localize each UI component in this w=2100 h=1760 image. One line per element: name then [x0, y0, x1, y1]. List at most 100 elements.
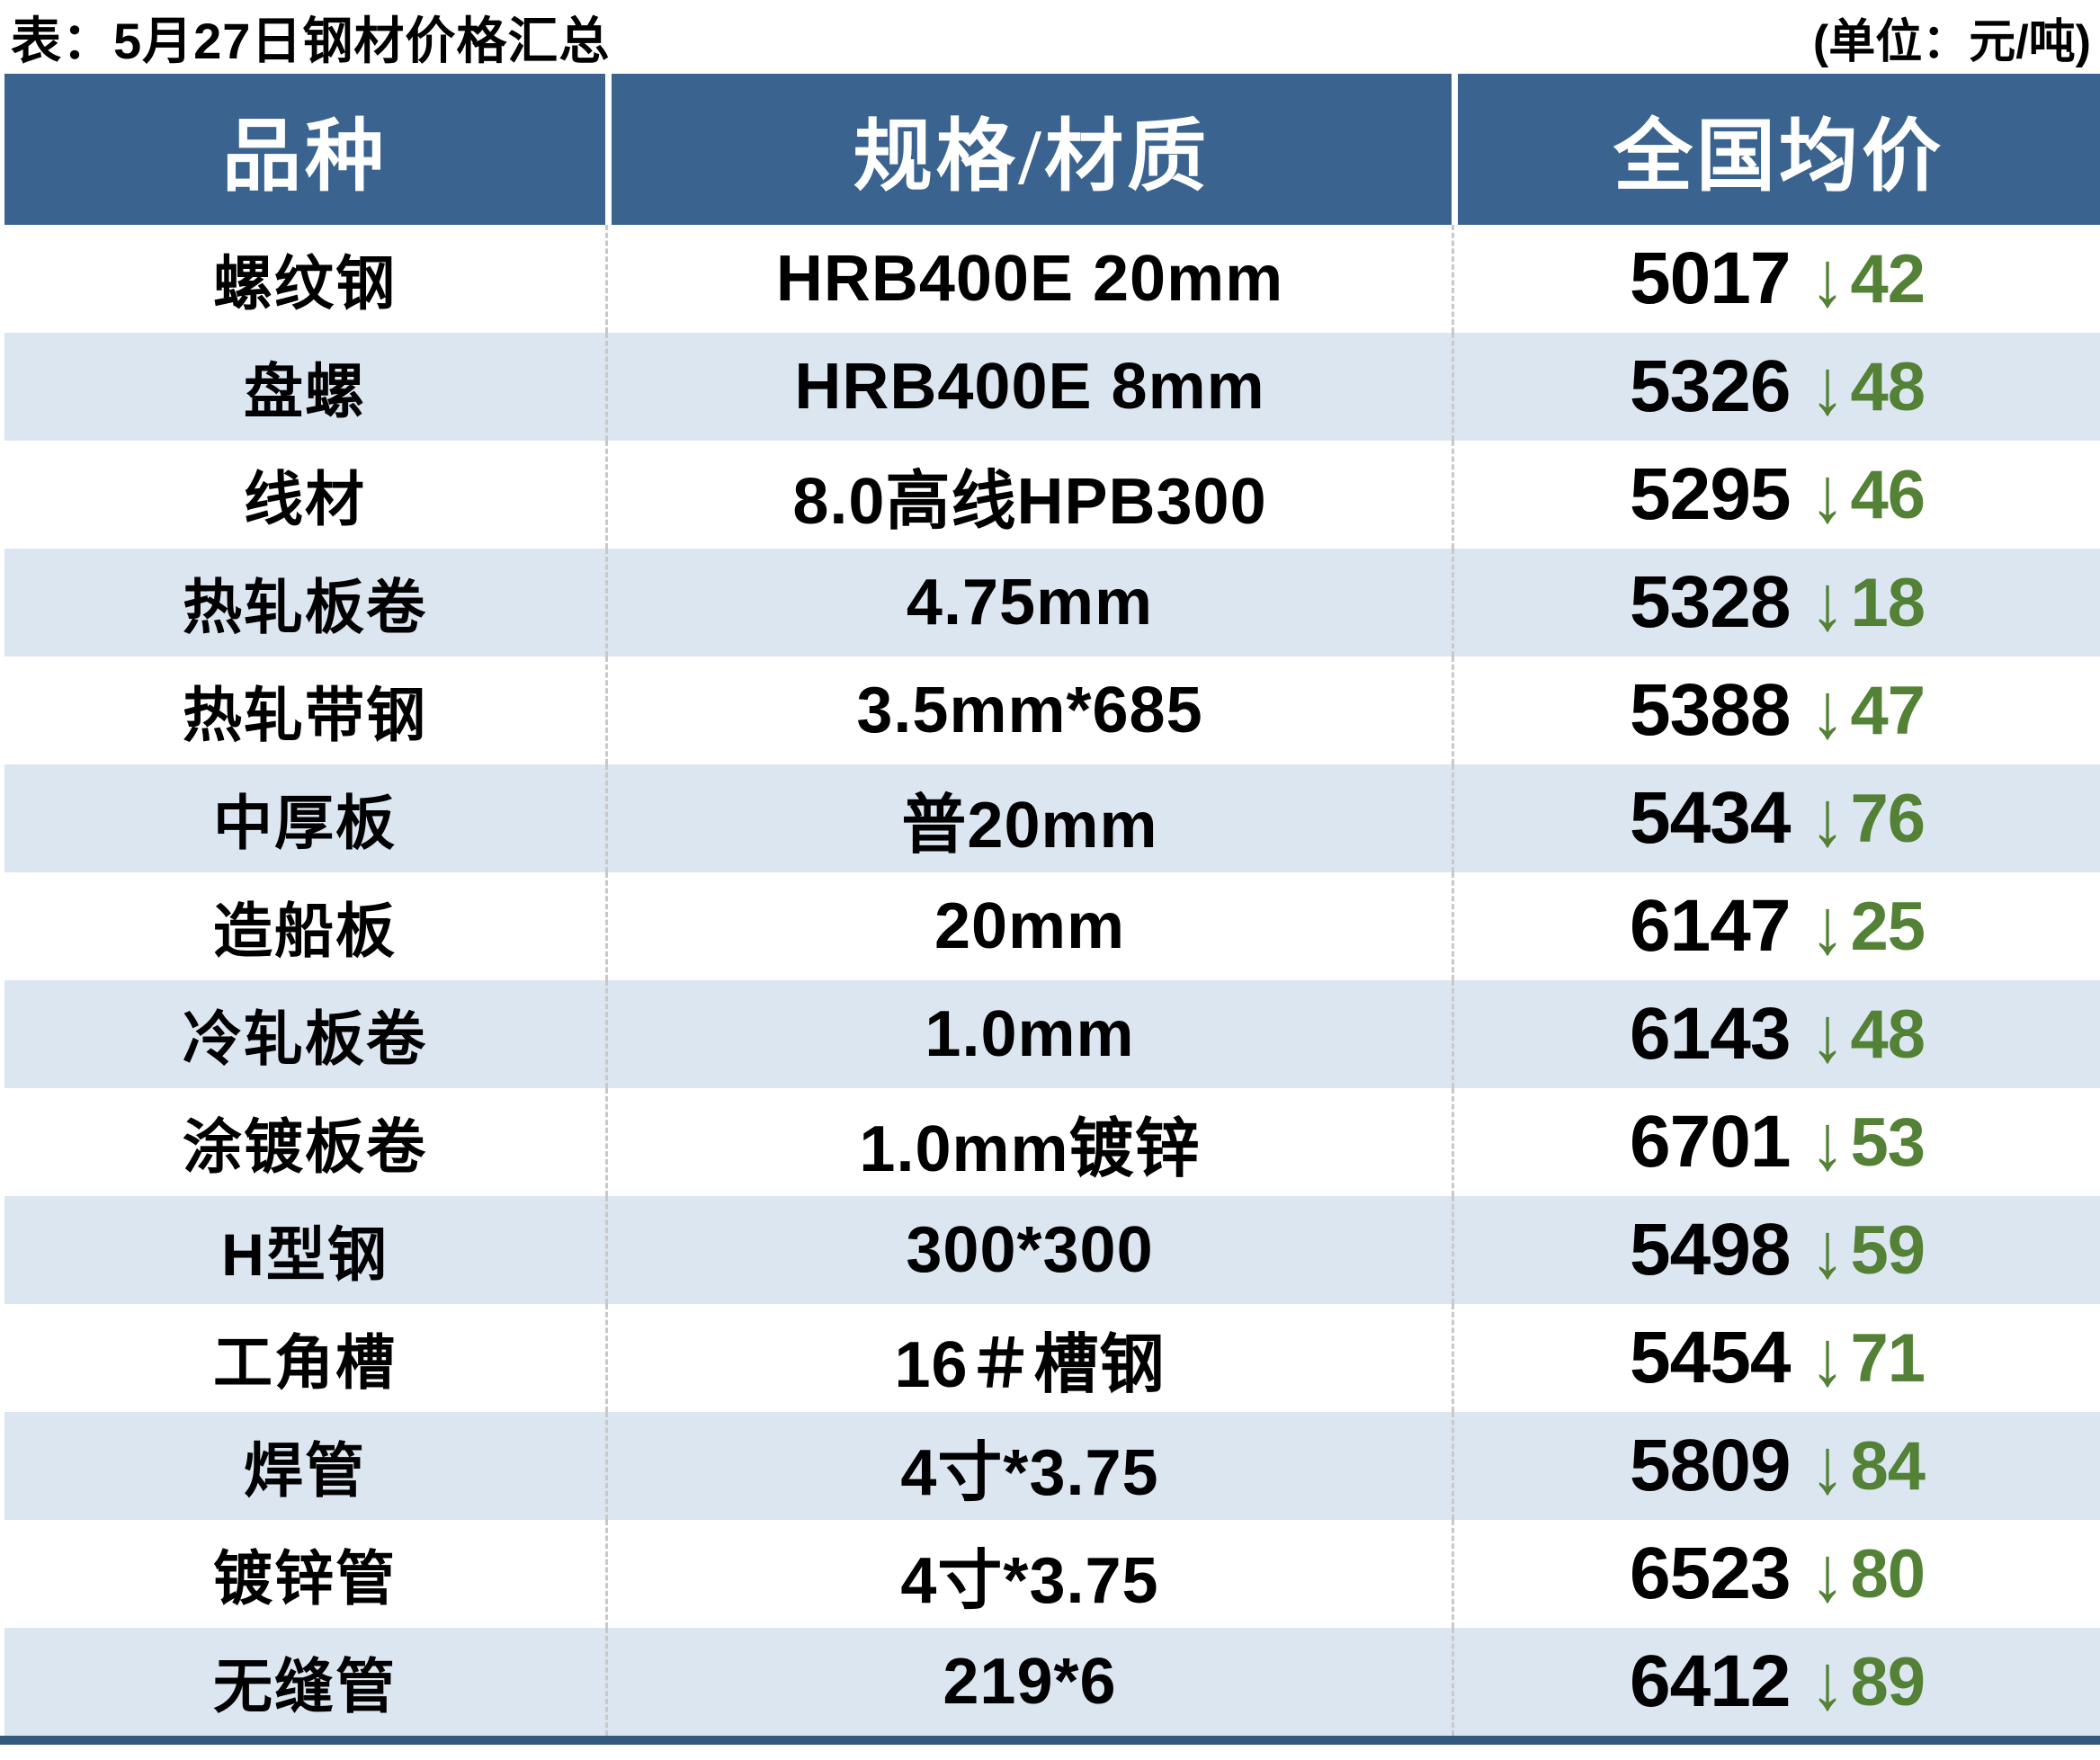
price-value: 6147 — [1630, 885, 1791, 967]
spec-cell: 8.0高线HPB300 — [605, 441, 1452, 549]
change-value: 76 — [1850, 780, 1926, 857]
spec-cell: 300*300 — [605, 1196, 1452, 1304]
spec-cell: 4.75mm — [605, 549, 1452, 657]
down-arrow-icon: ↓ — [1810, 1637, 1845, 1726]
spec-cell: 3.5mm*685 — [605, 657, 1452, 764]
down-arrow-icon: ↓ — [1810, 1097, 1845, 1186]
column-header-spec: 规格/材质 — [605, 74, 1452, 225]
down-arrow-icon: ↓ — [1810, 989, 1845, 1078]
price-cell: 5454 ↓ 71 — [1452, 1304, 2100, 1412]
spec-cell: HRB400E 20mm — [605, 225, 1452, 333]
variety-cell: 热轧带钢 — [183, 682, 427, 748]
price-value: 6523 — [1630, 1532, 1791, 1614]
price-value: 5434 — [1630, 777, 1791, 859]
price-value: 5326 — [1630, 345, 1791, 427]
table-row: 涂镀板卷 1.0mm镀锌 6701 ↓ 53 — [4, 1088, 2100, 1196]
down-arrow-icon: ↓ — [1810, 234, 1845, 323]
price-cell: 6147 ↓ 25 — [1452, 872, 2100, 980]
table-row: 镀锌管 4寸*3.75 6523 ↓ 80 — [4, 1520, 2100, 1628]
down-arrow-icon: ↓ — [1810, 666, 1845, 755]
variety-cell: 中厚板 — [213, 790, 397, 856]
price-value: 5295 — [1630, 453, 1791, 535]
variety-cell: 造船板 — [213, 898, 397, 964]
price-value: 5498 — [1630, 1209, 1791, 1291]
page-title: 表：5月27日钢材价格汇总 — [11, 12, 611, 69]
table-row: 中厚板 普20mm 5434 ↓ 76 — [4, 764, 2100, 872]
table-row: 盘螺 HRB400E 8mm 5326 ↓ 48 — [4, 333, 2100, 441]
steel-price-table: 品种 规格/材质 全国均价 螺纹钢 HRB400E 20mm 5017 ↓ 42 盘… — [4, 74, 2100, 1736]
change-value: 18 — [1850, 564, 1926, 641]
table-row: 无缝管 219*6 6412 ↓ 89 — [4, 1628, 2100, 1736]
variety-cell: 工角槽 — [213, 1329, 397, 1396]
spec-cell: 219*6 — [605, 1628, 1452, 1736]
price-cell: 5809 ↓ 84 — [1452, 1412, 2100, 1520]
price-value: 5328 — [1630, 561, 1791, 643]
price-value: 5454 — [1630, 1317, 1791, 1398]
price-value: 6143 — [1630, 993, 1791, 1075]
spec-cell: HRB400E 8mm — [605, 333, 1452, 441]
change-value: 48 — [1850, 996, 1926, 1073]
down-arrow-icon: ↓ — [1810, 773, 1845, 862]
variety-cell: 镀锌管 — [213, 1545, 397, 1612]
title-bar: 表：5月27日钢材价格汇总 (单位：元/吨) — [0, 0, 2100, 74]
price-cell: 6523 ↓ 80 — [1452, 1520, 2100, 1628]
variety-cell: H型钢 — [221, 1221, 389, 1288]
table-bottom-border — [0, 1736, 2100, 1745]
down-arrow-icon: ↓ — [1810, 881, 1845, 970]
price-value: 5809 — [1630, 1425, 1791, 1506]
price-cell: 5434 ↓ 76 — [1452, 764, 2100, 872]
change-value: 59 — [1850, 1211, 1926, 1289]
price-value: 5017 — [1630, 237, 1791, 319]
spec-cell: 1.0mm — [605, 980, 1452, 1088]
spec-cell: 普20mm — [605, 764, 1452, 872]
down-arrow-icon: ↓ — [1810, 1313, 1845, 1402]
down-arrow-icon: ↓ — [1810, 1529, 1845, 1618]
price-cell: 5328 ↓ 18 — [1452, 549, 2100, 657]
price-cell: 5017 ↓ 42 — [1452, 225, 2100, 333]
variety-cell: 线材 — [244, 466, 366, 532]
change-value: 48 — [1850, 348, 1926, 425]
variety-cell: 冷轧板卷 — [183, 1005, 427, 1072]
table-row: 造船板 20mm 6147 ↓ 25 — [4, 872, 2100, 980]
table-row: 热轧板卷 4.75mm 5328 ↓ 18 — [4, 549, 2100, 657]
change-value: 80 — [1850, 1535, 1926, 1613]
variety-cell: 涂镀板卷 — [183, 1113, 427, 1180]
column-header-variety: 品种 — [221, 113, 388, 201]
change-value: 53 — [1850, 1103, 1926, 1181]
table-row: 热轧带钢 3.5mm*685 5388 ↓ 47 — [4, 657, 2100, 764]
variety-cell: 热轧板卷 — [183, 574, 427, 640]
change-value: 25 — [1850, 888, 1926, 965]
price-cell: 5326 ↓ 48 — [1452, 333, 2100, 441]
column-header-avg-price: 全国均价 — [1452, 74, 2100, 225]
spec-cell: 16＃槽钢 — [605, 1304, 1452, 1412]
table-row: 线材 8.0高线HPB300 5295 ↓ 46 — [4, 441, 2100, 549]
price-cell: 6701 ↓ 53 — [1452, 1088, 2100, 1196]
variety-cell: 无缝管 — [213, 1653, 397, 1720]
spec-cell: 20mm — [605, 872, 1452, 980]
variety-cell: 焊管 — [244, 1437, 366, 1504]
table-row: 工角槽 16＃槽钢 5454 ↓ 71 — [4, 1304, 2100, 1412]
price-cell: 5295 ↓ 46 — [1452, 441, 2100, 549]
change-value: 46 — [1850, 456, 1926, 533]
down-arrow-icon: ↓ — [1810, 558, 1845, 647]
change-value: 71 — [1850, 1319, 1926, 1397]
price-value: 6412 — [1630, 1640, 1791, 1722]
variety-cell: 螺纹钢 — [213, 250, 397, 317]
table-header: 品种 规格/材质 全国均价 — [4, 74, 2100, 225]
unit-label: (单位：元/吨) — [1812, 15, 2091, 68]
price-cell: 5388 ↓ 47 — [1452, 657, 2100, 764]
table-row: 焊管 4寸*3.75 5809 ↓ 84 — [4, 1412, 2100, 1520]
change-value: 47 — [1850, 672, 1926, 749]
table-row: 冷轧板卷 1.0mm 6143 ↓ 48 — [4, 980, 2100, 1088]
spec-cell: 1.0mm镀锌 — [605, 1088, 1452, 1196]
down-arrow-icon: ↓ — [1810, 450, 1845, 539]
down-arrow-icon: ↓ — [1810, 1421, 1845, 1510]
change-value: 84 — [1850, 1427, 1926, 1505]
change-value: 89 — [1850, 1643, 1926, 1720]
spec-cell: 4寸*3.75 — [605, 1412, 1452, 1520]
down-arrow-icon: ↓ — [1810, 342, 1845, 431]
price-value: 5388 — [1630, 669, 1791, 751]
spec-cell: 4寸*3.75 — [605, 1520, 1452, 1628]
price-value: 6701 — [1630, 1101, 1791, 1183]
price-cell: 6412 ↓ 89 — [1452, 1628, 2100, 1736]
